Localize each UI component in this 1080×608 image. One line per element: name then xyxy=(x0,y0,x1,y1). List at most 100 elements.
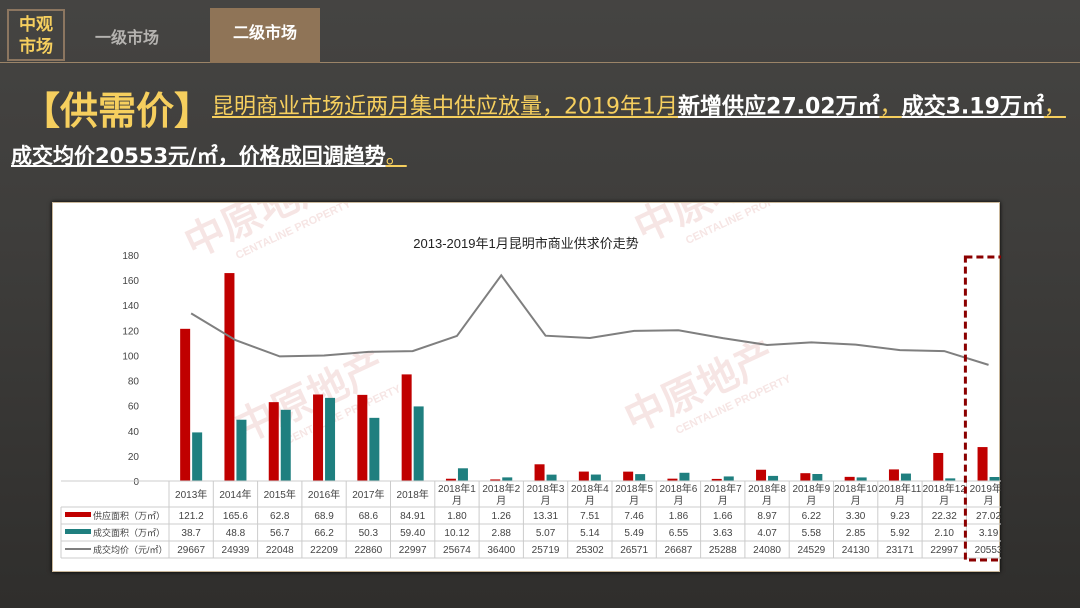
table-value: 3.19 xyxy=(979,528,999,539)
table-value: 7.51 xyxy=(580,511,600,522)
x-tick-label-suffix: 月 xyxy=(895,495,905,507)
table-value: 36400 xyxy=(487,545,515,556)
table-value: 6.55 xyxy=(669,528,689,539)
legend-key xyxy=(65,529,91,534)
x-tick-label: 2018年6 xyxy=(660,482,698,495)
table-value: 2.10 xyxy=(935,528,955,539)
table-value: 20553 xyxy=(975,545,1001,556)
table-value: 1.26 xyxy=(492,511,512,522)
x-tick-label: 2018年7 xyxy=(704,482,742,495)
supply-bar xyxy=(534,464,545,481)
logo-line-1: 中观 xyxy=(19,15,53,35)
x-tick-label-suffix: 月 xyxy=(541,495,551,507)
y-left-tick: 0 xyxy=(133,477,139,488)
table-value: 68.9 xyxy=(314,511,334,522)
x-tick-label: 2018年8 xyxy=(748,482,786,495)
x-tick-label: 2018年12 xyxy=(923,482,967,495)
y-left-tick: 60 xyxy=(128,402,140,413)
table-value: 62.8 xyxy=(270,511,290,522)
legend-label: 成交均价（元/㎡） xyxy=(93,544,168,555)
table-value: 1.80 xyxy=(447,511,467,522)
table-value: 13.31 xyxy=(533,511,558,522)
deal-bar xyxy=(812,473,823,481)
chart-title: 2013-2019年1月昆明市商业供求价走势 xyxy=(413,236,638,251)
section-logo: 中观 市场 xyxy=(7,9,65,61)
table-value: 25288 xyxy=(709,545,737,556)
supply-bar xyxy=(667,478,678,481)
headline-supply: 新增供应27.02万㎡ xyxy=(678,94,880,120)
supply-bar xyxy=(401,374,412,481)
table-value: 29667 xyxy=(177,545,205,556)
x-tick-label: 2018年5 xyxy=(615,482,653,495)
supply-bar xyxy=(800,473,811,481)
legend-label: 成交面积（万㎡） xyxy=(93,527,165,538)
deal-bar xyxy=(192,432,203,481)
table-value: 2.85 xyxy=(846,528,866,539)
y-left-tick: 140 xyxy=(122,301,139,312)
y-left-tick: 80 xyxy=(128,377,140,388)
y-left-tick: 180 xyxy=(122,251,139,262)
table-value: 1.86 xyxy=(669,511,689,522)
deal-bar xyxy=(369,417,380,481)
deal-bar xyxy=(679,472,690,481)
y-left-tick: 40 xyxy=(128,427,140,438)
table-value: 6.22 xyxy=(802,511,822,522)
table-value: 25719 xyxy=(532,545,560,556)
x-tick-label-suffix: 月 xyxy=(673,495,683,507)
price-line xyxy=(190,273,989,366)
table-value: 22997 xyxy=(930,545,958,556)
supply-bar xyxy=(844,476,855,481)
tab-secondary-market[interactable]: 二级市场 xyxy=(210,8,320,63)
table-value: 5.92 xyxy=(890,528,910,539)
table-value: 4.07 xyxy=(757,528,777,539)
deal-bar xyxy=(457,468,468,481)
logo-line-2: 市场 xyxy=(19,37,53,57)
deal-bar xyxy=(989,476,1000,481)
table-value: 38.7 xyxy=(181,528,201,539)
x-tick-label-suffix: 月 xyxy=(585,495,595,507)
table-value: 23171 xyxy=(886,545,914,556)
headline-line-2: 成交均价20553元/㎡，价格成回调趋势。 xyxy=(11,140,407,170)
table-value: 22860 xyxy=(354,545,382,556)
table-value: 48.8 xyxy=(226,528,246,539)
table-value: 10.12 xyxy=(444,528,469,539)
x-tick-label-suffix: 月 xyxy=(496,495,506,507)
supply-bar xyxy=(623,471,634,481)
supply-bar xyxy=(357,394,368,481)
table-value: 121.2 xyxy=(179,511,204,522)
table-value: 25674 xyxy=(443,545,471,556)
table-value: 84.91 xyxy=(400,511,425,522)
table-value: 5.58 xyxy=(802,528,822,539)
table-value: 3.63 xyxy=(713,528,733,539)
table-value: 5.07 xyxy=(536,528,556,539)
supply-bar xyxy=(313,394,324,481)
headline-tag: 【供需价】 xyxy=(22,89,213,133)
tab-primary-market[interactable]: 一级市场 xyxy=(95,28,160,47)
top-nav: 中观 市场 一级市场 二级市场 xyxy=(0,0,1080,63)
x-tick-label-suffix: 月 xyxy=(452,495,462,507)
x-tick-label: 2016年 xyxy=(308,488,340,501)
y-left-tick: 160 xyxy=(122,276,139,287)
table-value: 56.7 xyxy=(270,528,290,539)
x-tick-label: 2018年2 xyxy=(482,482,520,495)
supply-bar xyxy=(268,402,279,481)
deal-bar xyxy=(236,419,247,481)
x-tick-label: 2017年 xyxy=(352,488,384,501)
table-value: 1.66 xyxy=(713,511,733,522)
supply-bar xyxy=(445,478,456,481)
x-tick-label-suffix: 月 xyxy=(629,495,639,507)
supply-bar xyxy=(888,469,899,481)
supply-bar xyxy=(756,469,767,481)
y-left-tick: 120 xyxy=(122,326,139,337)
supply-bar xyxy=(711,478,722,481)
table-value: 3.30 xyxy=(846,511,866,522)
x-tick-label: 2018年1 xyxy=(438,482,476,495)
table-value: 24529 xyxy=(797,545,825,556)
x-tick-label-suffix: 月 xyxy=(762,495,772,507)
deal-bar xyxy=(502,477,513,481)
supply-bar xyxy=(224,273,235,481)
table-value: 25302 xyxy=(576,545,604,556)
deal-bar xyxy=(280,409,291,481)
legend-label: 供应面积（万㎡） xyxy=(93,510,165,521)
